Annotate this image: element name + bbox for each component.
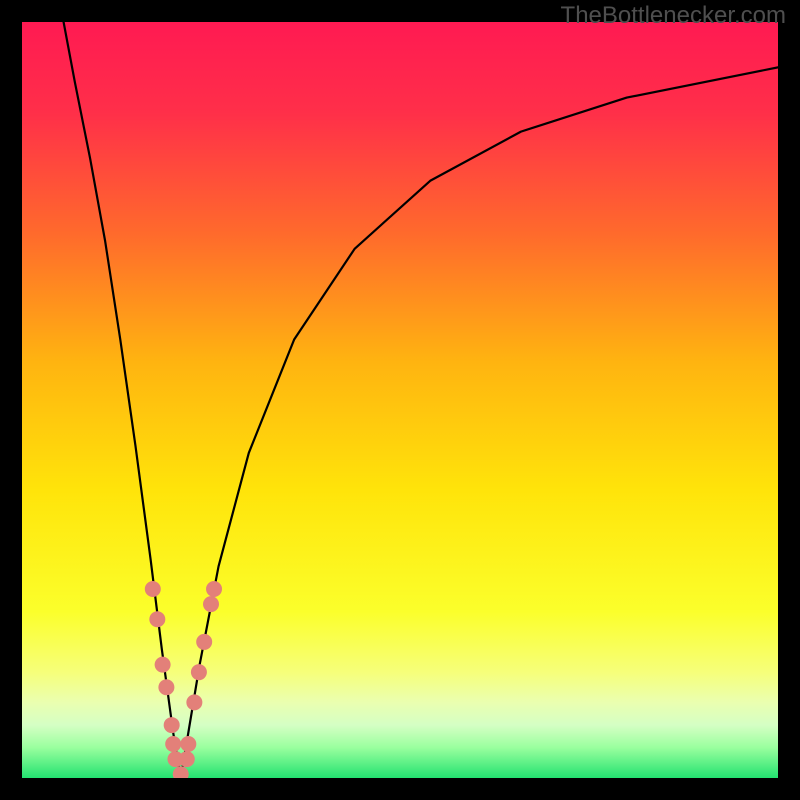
data-marker	[145, 581, 161, 597]
data-marker	[196, 634, 212, 650]
data-marker	[165, 736, 181, 752]
data-marker	[203, 596, 219, 612]
chart-root: TheBottlenecker.com	[0, 0, 800, 800]
data-marker	[206, 581, 222, 597]
data-marker	[149, 611, 165, 627]
bottleneck-curve	[64, 22, 778, 778]
data-marker	[173, 766, 189, 778]
data-marker	[155, 657, 171, 673]
chart-plot	[22, 22, 778, 778]
data-marker	[191, 664, 207, 680]
data-marker	[186, 694, 202, 710]
data-marker	[180, 736, 196, 752]
data-marker	[164, 717, 180, 733]
chart-frame	[0, 0, 800, 800]
watermark-text: TheBottlenecker.com	[561, 2, 786, 30]
data-marker	[158, 679, 174, 695]
data-marker	[179, 751, 195, 767]
